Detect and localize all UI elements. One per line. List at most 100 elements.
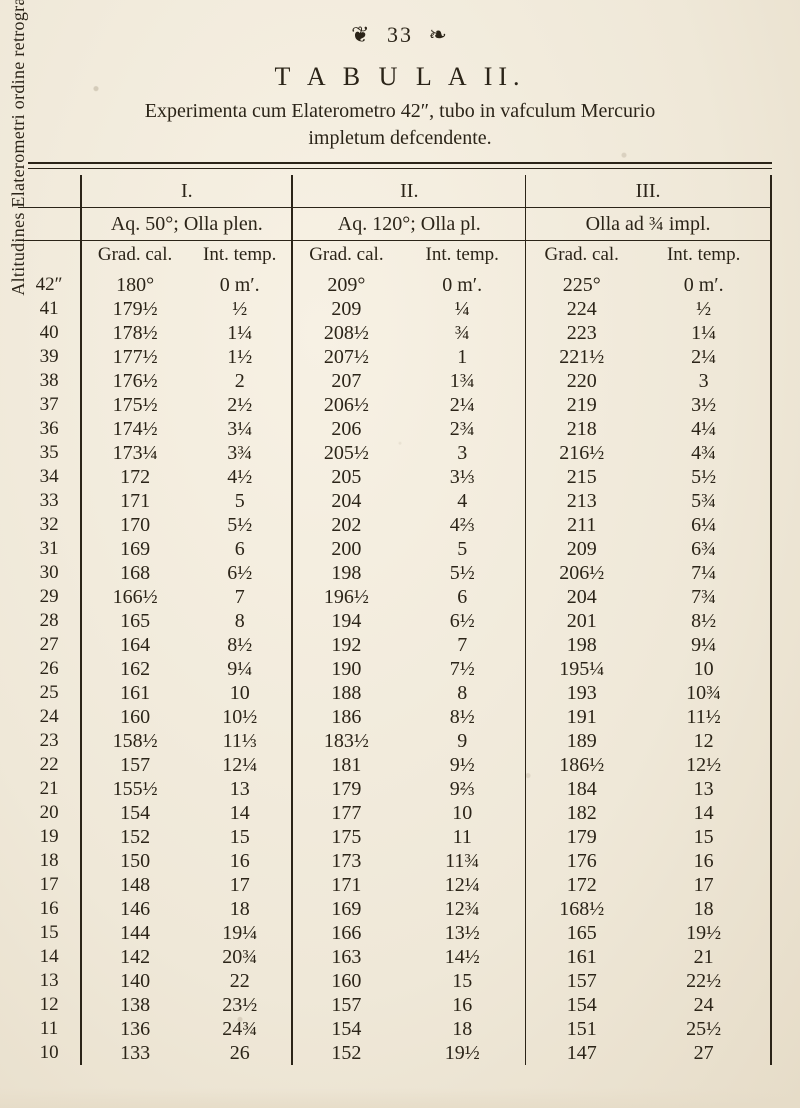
int-III-cell: 4¾: [637, 441, 771, 465]
int-I-cell: 12¼: [188, 753, 292, 777]
int-II-cell: 6: [399, 585, 525, 609]
table-row: 301686½1985½206½7¼: [18, 561, 771, 585]
alt-cell: 11: [18, 1017, 81, 1041]
int-III-cell: 24: [637, 993, 771, 1017]
grad-III-cell: 184: [526, 777, 638, 801]
unit-t2: 0 m′.: [399, 273, 525, 297]
grad-III-cell: 223: [526, 321, 638, 345]
grad-III-cell: 198: [526, 633, 638, 657]
grad-I-cell: 158½: [81, 729, 188, 753]
grad-III-cell: 204: [526, 585, 638, 609]
int-II-cell: ¼: [399, 297, 525, 321]
int-I-cell: ½: [188, 297, 292, 321]
int-I-cell: 8: [188, 609, 292, 633]
unit-g2: 209°: [292, 273, 399, 297]
grad-I-cell: 171: [81, 489, 188, 513]
hdr-grad-3: Grad. cal.: [526, 241, 638, 274]
table-row: 31169620052096¾: [18, 537, 771, 561]
grad-II-cell: 205½: [292, 441, 399, 465]
table-row: 33171520442135¾: [18, 489, 771, 513]
grad-I-cell: 177½: [81, 345, 188, 369]
grad-III-cell: 218: [526, 417, 638, 441]
table-row: 171481717112¼17217: [18, 873, 771, 897]
grad-I-cell: 169: [81, 537, 188, 561]
int-II-cell: 1: [399, 345, 525, 369]
section-row: I. II. III.: [18, 175, 771, 208]
int-I-cell: 17: [188, 873, 292, 897]
int-I-cell: 18: [188, 897, 292, 921]
grad-III-cell: 209: [526, 537, 638, 561]
alt-cell: 17: [18, 873, 81, 897]
int-II-cell: 8½: [399, 705, 525, 729]
alt-cell: 26: [18, 657, 81, 681]
int-III-cell: 3½: [637, 393, 771, 417]
unit-t3: 0 m′.: [637, 273, 771, 297]
grad-I-cell: 150: [81, 849, 188, 873]
int-III-cell: 4¼: [637, 417, 771, 441]
grad-III-cell: 224: [526, 297, 638, 321]
alt-cell: 25: [18, 681, 81, 705]
grad-I-cell: 175½: [81, 393, 188, 417]
section-II-sub: Aq. 120°; Olla pl.: [292, 208, 525, 241]
grad-I-cell: 144: [81, 921, 188, 945]
grad-II-cell: 205: [292, 465, 399, 489]
alt-cell: 20: [18, 801, 81, 825]
int-III-cell: 7¾: [637, 585, 771, 609]
int-I-cell: 14: [188, 801, 292, 825]
int-I-cell: 7: [188, 585, 292, 609]
int-I-cell: 2½: [188, 393, 292, 417]
grad-II-cell: 171: [292, 873, 399, 897]
int-I-cell: 11⅓: [188, 729, 292, 753]
grad-II-cell: 198: [292, 561, 399, 585]
table-row: 35173¼3¾205½3216½4¾: [18, 441, 771, 465]
table-row: 271648½19271989¼: [18, 633, 771, 657]
int-III-cell: 12: [637, 729, 771, 753]
int-I-cell: 4½: [188, 465, 292, 489]
grad-III-cell: 147: [526, 1041, 638, 1065]
grad-II-cell: 204: [292, 489, 399, 513]
int-III-cell: 6¼: [637, 513, 771, 537]
table-row: 23158½11⅓183½918912: [18, 729, 771, 753]
grad-I-cell: 148: [81, 873, 188, 897]
int-III-cell: 9¼: [637, 633, 771, 657]
grad-I-cell: 161: [81, 681, 188, 705]
int-III-cell: 19½: [637, 921, 771, 945]
grad-I-cell: 172: [81, 465, 188, 489]
int-II-cell: 11¾: [399, 849, 525, 873]
section-sub-row: Aq. 50°; Olla plen. Aq. 120°; Olla pl. O…: [18, 208, 771, 241]
subtitle: Experimenta cum Elaterometro 42″, tubo i…: [0, 98, 800, 152]
alt-cell: 21: [18, 777, 81, 801]
grad-III-cell: 182: [526, 801, 638, 825]
int-II-cell: 1¾: [399, 369, 525, 393]
table-row: 181501617311¾17616: [18, 849, 771, 873]
grad-II-cell: 160: [292, 969, 399, 993]
alt-cell: 14: [18, 945, 81, 969]
unit-g3: 225°: [526, 273, 638, 297]
int-I-cell: 23½: [188, 993, 292, 1017]
hdr-int-2: Int. temp.: [399, 241, 525, 274]
int-II-cell: 3⅓: [399, 465, 525, 489]
int-II-cell: 2¼: [399, 393, 525, 417]
alt-cell: 28: [18, 609, 81, 633]
int-I-cell: 6½: [188, 561, 292, 585]
grad-III-cell: 151: [526, 1017, 638, 1041]
int-I-cell: 9¼: [188, 657, 292, 681]
int-I-cell: 10: [188, 681, 292, 705]
int-I-cell: 10½: [188, 705, 292, 729]
int-II-cell: 2¾: [399, 417, 525, 441]
grad-II-cell: 183½: [292, 729, 399, 753]
grad-II-cell: 207: [292, 369, 399, 393]
int-III-cell: 18: [637, 897, 771, 921]
int-I-cell: 15: [188, 825, 292, 849]
hdr-grad-2: Grad. cal.: [292, 241, 399, 274]
grad-II-cell: 152: [292, 1041, 399, 1065]
int-III-cell: 25½: [637, 1017, 771, 1041]
int-II-cell: 16: [399, 993, 525, 1017]
grad-II-cell: 206½: [292, 393, 399, 417]
int-II-cell: 9: [399, 729, 525, 753]
data-table: I. II. III. Aq. 50°; Olla plen. Aq. 120°…: [18, 175, 772, 1065]
grad-I-cell: 170: [81, 513, 188, 537]
grad-II-cell: 202: [292, 513, 399, 537]
int-III-cell: 21: [637, 945, 771, 969]
int-II-cell: 8: [399, 681, 525, 705]
